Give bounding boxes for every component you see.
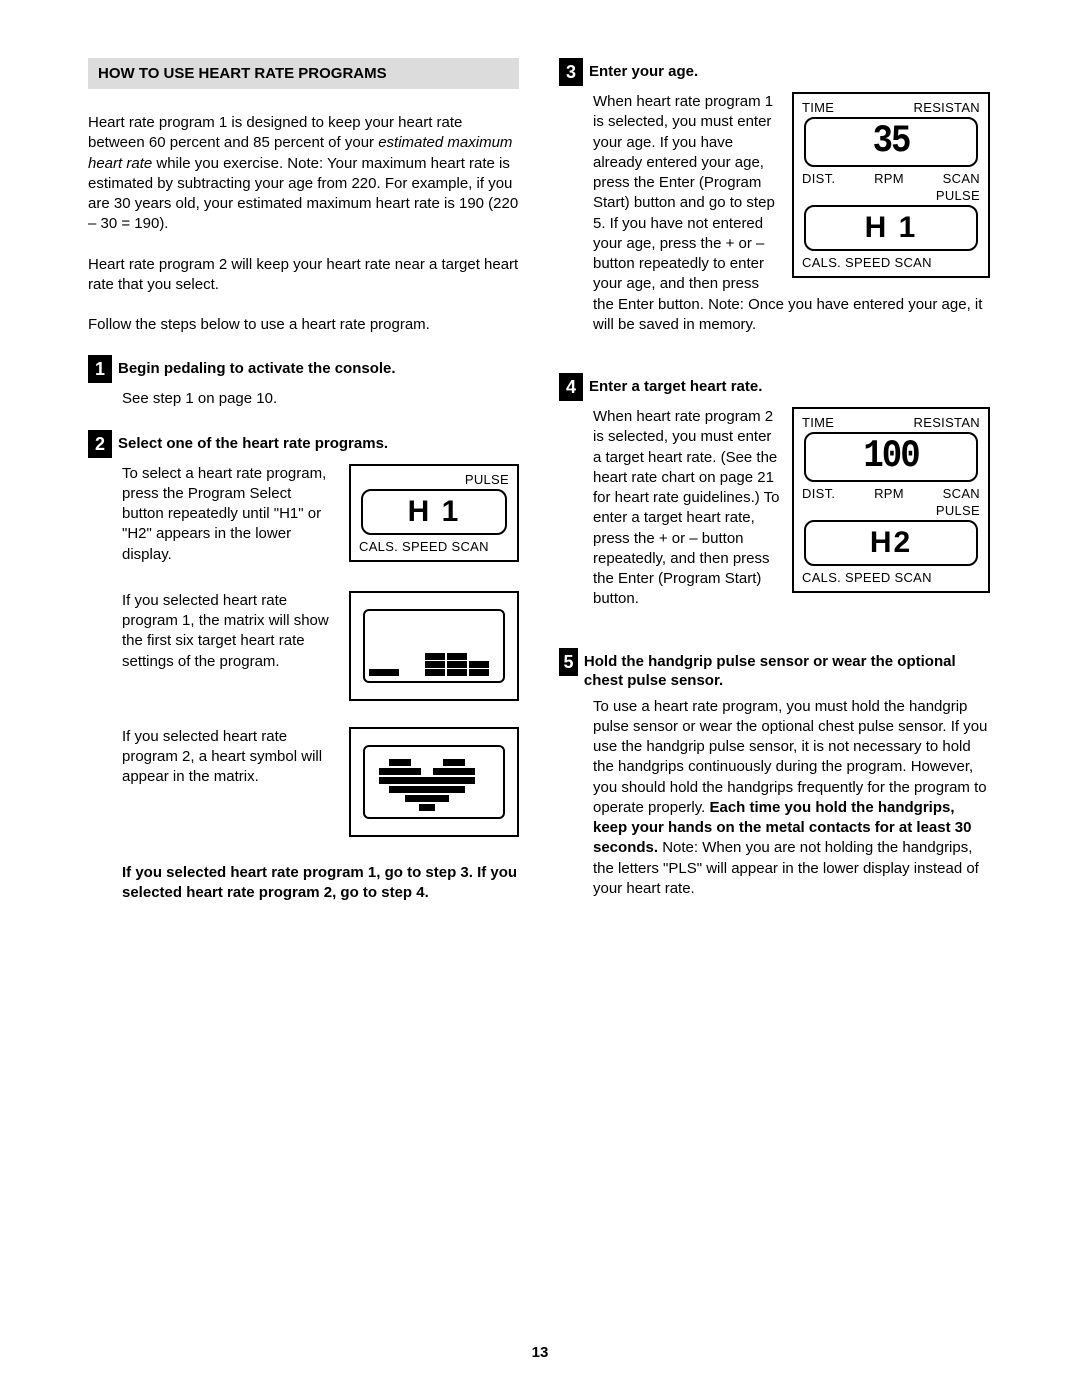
intro-paragraph-2: Heart rate program 2 will keep your hear…	[88, 255, 519, 296]
step-4-title: Enter a target heart rate.	[589, 373, 762, 397]
step-2-p3: If you selected heart rate program 2, a …	[122, 727, 335, 788]
intro-text: while you exercise. Note: Your maximum h…	[88, 155, 518, 233]
label-pulse: PULSE	[465, 472, 509, 487]
step-badge-5: 5	[559, 648, 578, 676]
label-cals: CALS. SPEED SCAN	[802, 570, 932, 585]
step-1-header: 1 Begin pedaling to activate the console…	[88, 355, 519, 383]
step-3-header: 3 Enter your age.	[559, 58, 990, 86]
step-2-header: 2 Select one of the heart rate programs.	[88, 430, 519, 458]
section-header: HOW TO USE HEART RATE PROGRAMS	[88, 58, 519, 89]
label-resistance: RESISTAN	[914, 100, 980, 115]
step-5-title: Hold the handgrip pulse sensor or wear t…	[584, 648, 990, 691]
lcd-value-h1b: H 1	[865, 211, 918, 245]
intro-paragraph-1: Heart rate program 1 is designed to keep…	[88, 113, 519, 235]
label-cals: CALS. SPEED SCAN	[359, 539, 489, 554]
step-1-body: See step 1 on page 10.	[122, 389, 519, 409]
label-pulse: PULSE	[936, 188, 980, 203]
step-2-p1: To select a heart rate program, press th…	[122, 464, 335, 565]
left-column: HOW TO USE HEART RATE PROGRAMS Heart rat…	[88, 58, 519, 923]
step-2-p2: If you selected heart rate program 1, th…	[122, 591, 335, 672]
lcd-display-age: TIME RESISTAN 35 DIST. RPM SCAN PULSE H 1 C…	[792, 92, 990, 278]
step-4-header: 4 Enter a target heart rate.	[559, 373, 990, 401]
step-badge-4: 4	[559, 373, 583, 401]
label-scan: SCAN	[943, 171, 980, 186]
intro-paragraph-3: Follow the steps below to use a heart ra…	[88, 315, 519, 335]
lcd-value-h2: H2	[870, 526, 912, 560]
step-3-title: Enter your age.	[589, 58, 698, 82]
label-cals: CALS. SPEED SCAN	[802, 255, 932, 270]
matrix-display-2	[349, 727, 519, 837]
matrix-display-1	[349, 591, 519, 701]
step-badge-2: 2	[88, 430, 112, 458]
label-dist: DIST.	[802, 171, 835, 186]
label-rpm: RPM	[874, 171, 904, 186]
label-rpm: RPM	[874, 486, 904, 501]
lcd-value-h1: H 1	[408, 495, 461, 529]
label-time: TIME	[802, 100, 834, 115]
page-number: 13	[0, 1344, 1080, 1361]
lcd-value-hr: 100	[863, 435, 918, 479]
right-column: 3 Enter your age. TIMERESISTAN 35 DIST.R…	[559, 58, 990, 923]
step-badge-3: 3	[559, 58, 583, 86]
step-2-p4: If you selected heart rate program 1, go…	[122, 863, 519, 904]
lcd-display-hr: TIME RESISTAN 100 DIST. RPM SCAN PULSE H2 C…	[792, 407, 990, 593]
step-1-title: Begin pedaling to activate the console.	[118, 355, 396, 379]
step-badge-1: 1	[88, 355, 112, 383]
label-dist: DIST.	[802, 486, 835, 501]
lcd-value-age: 35	[873, 120, 910, 164]
step-2-title: Select one of the heart rate programs.	[118, 430, 388, 454]
step-5-body: To use a heart rate program, you must ho…	[593, 697, 990, 900]
step-5-header: 5 Hold the handgrip pulse sensor or wear…	[559, 648, 990, 691]
label-pulse: PULSE	[936, 503, 980, 518]
label-resistance: RESISTAN	[914, 415, 980, 430]
lcd-display-h1: PULSE H 1 CALS. SPEED SCAN	[349, 464, 519, 562]
label-scan: SCAN	[943, 486, 980, 501]
label-time: TIME	[802, 415, 834, 430]
